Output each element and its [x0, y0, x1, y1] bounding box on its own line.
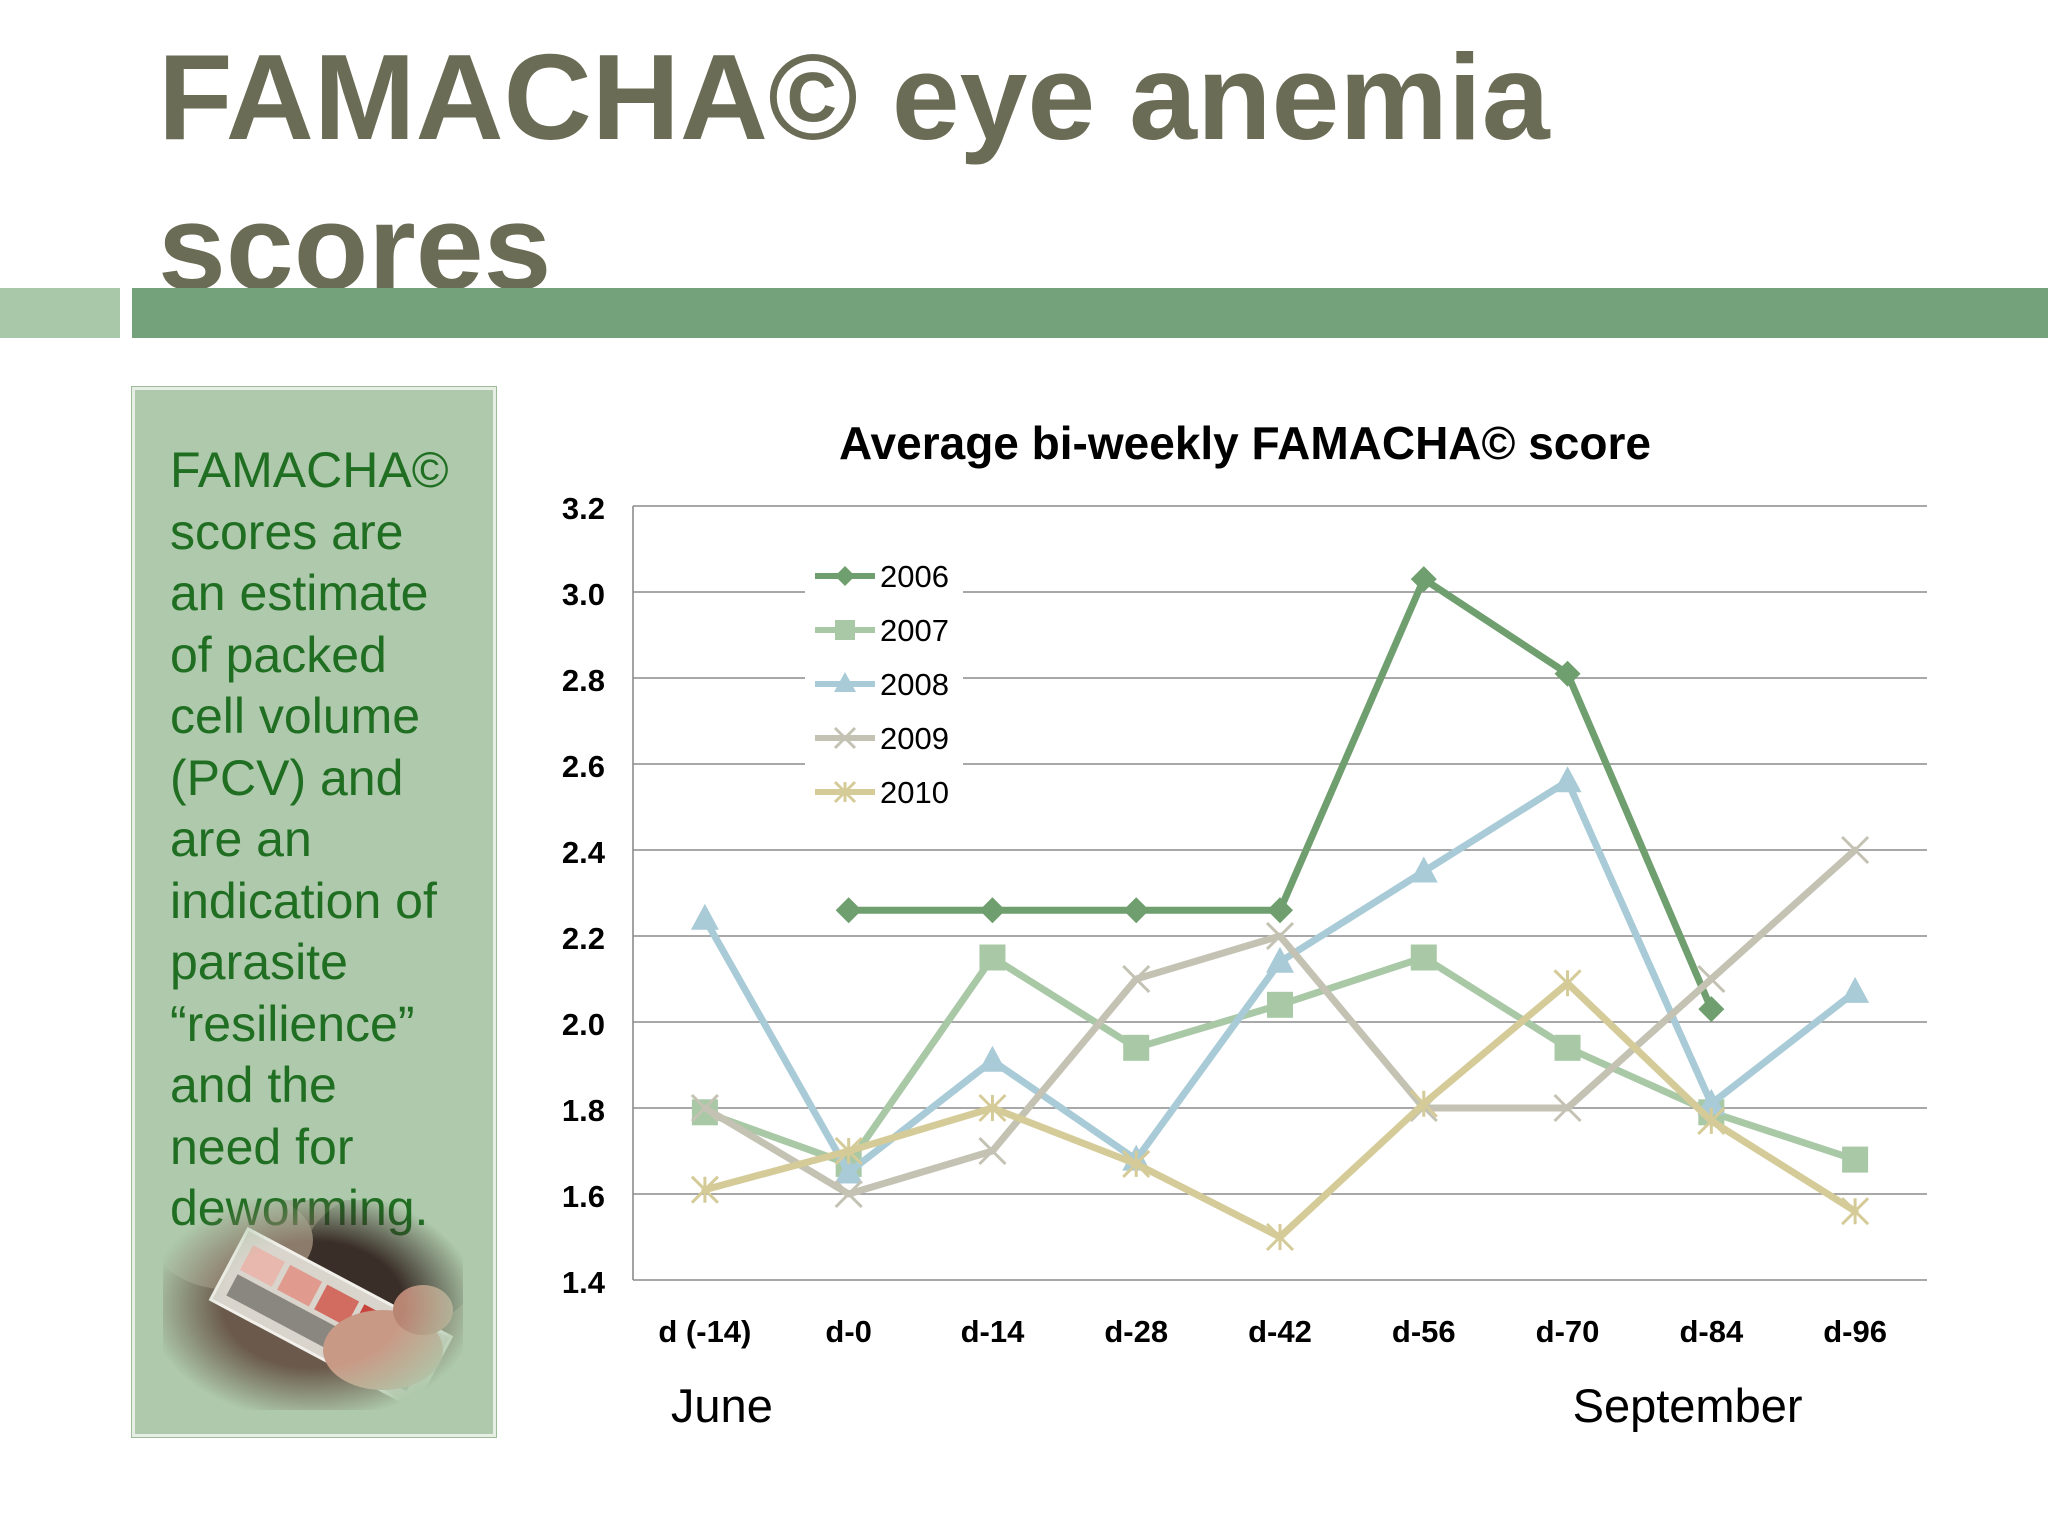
square-marker	[1842, 1146, 1869, 1173]
square-marker	[1267, 991, 1293, 1018]
chart-series	[690, 566, 1870, 1252]
star-marker	[833, 780, 857, 804]
y-tick-label: 1.6	[562, 1179, 605, 1214]
series-line	[701, 777, 1859, 1176]
x-axis-ticks: d (-14) d-0 d-14 d-28 d-42 d-56 d-70 d-84 d-96	[658, 1314, 1887, 1349]
diamond-marker	[1410, 566, 1437, 593]
x-marker	[1265, 921, 1295, 951]
x-marker	[1122, 964, 1151, 994]
square-marker	[1123, 1034, 1150, 1061]
month-label: September	[1573, 1379, 1803, 1432]
y-tick-label: 2.8	[562, 663, 605, 698]
star-marker	[1409, 1089, 1438, 1118]
x-tick-label: d-28	[1104, 1314, 1168, 1349]
y-tick-label: 2.2	[562, 921, 605, 956]
series-2010	[690, 969, 1870, 1252]
legend-item: 2008	[815, 667, 949, 702]
legend-item: 2006	[815, 559, 949, 594]
x-tick-label: d-70	[1536, 1314, 1600, 1349]
square-marker	[1554, 1034, 1581, 1061]
series-2006	[835, 566, 1725, 1023]
diamond-marker	[1554, 660, 1581, 687]
y-tick-label: 1.8	[562, 1093, 605, 1128]
triangle-marker	[1841, 976, 1870, 1003]
x-tick-label: d-84	[1679, 1314, 1744, 1349]
x-tick-label: d-96	[1823, 1314, 1887, 1349]
triangle-marker	[1553, 766, 1582, 793]
triangle-marker	[834, 1157, 863, 1184]
x-tick-label: d (-14)	[658, 1314, 751, 1349]
diamond-marker	[835, 897, 862, 924]
triangle-marker	[1697, 1088, 1726, 1115]
series-line	[701, 954, 1859, 1168]
triangle-marker	[834, 672, 856, 692]
legend-item: 2010	[815, 775, 949, 810]
diamond-marker	[979, 897, 1006, 924]
month-label: June	[671, 1379, 773, 1432]
x-marker	[690, 1093, 719, 1123]
accent-bar	[132, 288, 2048, 338]
triangle-marker	[1409, 856, 1438, 883]
legend-label: 2007	[880, 613, 949, 648]
series-2009	[690, 835, 1870, 1209]
y-tick-label: 2.6	[562, 749, 605, 784]
x-marker	[834, 1179, 863, 1209]
x-marker	[833, 726, 857, 750]
x-tick-label: d-0	[825, 1314, 872, 1349]
diamond-marker	[835, 566, 855, 586]
square-marker	[1410, 944, 1437, 971]
y-axis-ticks: 1.4 1.6 1.8 2.0 2.2 2.4 2.6 2.8 3.0 3.2	[562, 491, 606, 1300]
slide-title: FAMACHA© eye anemia scores	[158, 29, 1550, 315]
y-tick-label: 3.2	[562, 491, 605, 526]
x-marker	[978, 1136, 1007, 1166]
side-note-box: FAMACHA© scores are an estimate of packe…	[131, 386, 497, 1438]
star-marker	[1265, 1222, 1295, 1252]
x-tick-label: d-14	[961, 1314, 1026, 1349]
star-marker	[1697, 1106, 1726, 1135]
famacha-card-photo-icon	[163, 1200, 463, 1410]
star-marker	[978, 1093, 1007, 1123]
chart-title: Average bi-weekly FAMACHA© score	[839, 417, 1651, 469]
star-marker	[834, 1136, 863, 1166]
series-line	[845, 575, 1715, 1013]
y-tick-label: 2.4	[562, 835, 606, 870]
month-labels: June September	[671, 1379, 1803, 1432]
square-marker	[835, 620, 855, 640]
x-tick-label: d-56	[1392, 1314, 1456, 1349]
legend-item: 2007	[815, 613, 949, 648]
x-tick-label: d-42	[1248, 1314, 1312, 1349]
y-tick-label: 3.0	[562, 577, 605, 612]
star-marker	[1553, 969, 1582, 998]
side-note-text: FAMACHA© scores are an estimate of packe…	[170, 442, 449, 1236]
accent-bar-left	[0, 288, 120, 338]
triangle-marker	[1266, 946, 1294, 973]
series-2008	[690, 766, 1870, 1184]
legend-label: 2009	[880, 721, 949, 756]
legend-label: 2008	[880, 667, 949, 702]
triangle-marker	[690, 903, 719, 930]
star-marker	[1122, 1149, 1151, 1178]
legend-item: 2009	[815, 721, 949, 756]
y-tick-label: 1.4	[562, 1265, 606, 1300]
triangle-marker	[978, 1045, 1007, 1072]
chart-legend: 2006 2007 2008 2009 2010	[805, 548, 963, 818]
x-marker	[1697, 964, 1726, 994]
x-marker	[1841, 835, 1870, 865]
legend-label: 2010	[880, 775, 949, 810]
diamond-marker	[1698, 996, 1725, 1023]
star-marker	[690, 1175, 719, 1204]
legend-label: 2006	[880, 559, 949, 594]
square-marker	[979, 944, 1006, 971]
x-marker	[1553, 1093, 1582, 1123]
diamond-marker	[1267, 897, 1293, 924]
diamond-marker	[1123, 897, 1150, 924]
y-tick-label: 2.0	[562, 1007, 605, 1042]
star-marker	[1841, 1197, 1870, 1226]
